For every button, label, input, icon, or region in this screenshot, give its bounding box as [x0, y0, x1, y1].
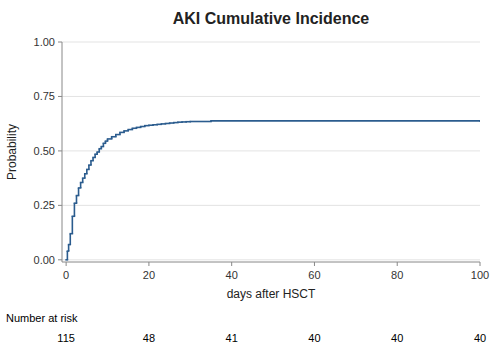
- step-segment: [74, 202, 76, 204]
- risk-value: 41: [226, 332, 238, 344]
- x-tick-label: 100: [471, 269, 489, 281]
- grid-line: [62, 205, 480, 206]
- risk-value: 40: [391, 332, 403, 344]
- y-tick: [58, 96, 62, 97]
- y-tick: [58, 205, 62, 206]
- step-segment: [67, 250, 68, 252]
- y-tick-label: 0.00: [34, 254, 55, 266]
- y-axis: [62, 42, 63, 262]
- y-tick: [58, 42, 62, 43]
- y-tick: [58, 150, 62, 151]
- risk-value: 115: [57, 332, 75, 344]
- step-segment: [70, 233, 72, 235]
- step-segment: [69, 244, 71, 246]
- step-segment: [101, 146, 103, 148]
- y-tick: [58, 259, 62, 260]
- step-segment: [99, 148, 101, 150]
- risk-value: 40: [308, 332, 320, 344]
- step-segment: [211, 120, 480, 122]
- step-segment: [95, 153, 97, 155]
- step-segment: [89, 164, 91, 166]
- y-tick-label: 0.25: [34, 199, 55, 211]
- x-tick: [480, 262, 481, 266]
- step-segment: [112, 136, 116, 138]
- title: AKI Cumulative Incidence: [173, 10, 370, 27]
- plot-area: [66, 121, 480, 260]
- step-segment: [87, 169, 89, 171]
- risk-label: Number at risk: [6, 312, 78, 324]
- x-tick: [148, 262, 149, 266]
- step-segment: [83, 177, 85, 179]
- y-axis-label: Probability: [5, 124, 19, 180]
- step-riser: [67, 121, 480, 260]
- step-segment: [105, 140, 107, 142]
- step-segment: [93, 157, 95, 159]
- grid-line: [62, 42, 480, 43]
- step-segment: [91, 160, 93, 162]
- x-axis-label: days after HSCT: [227, 287, 316, 301]
- x-tick-label: 40: [226, 269, 238, 281]
- x-tick-label: 0: [63, 269, 69, 281]
- x-tick: [231, 262, 232, 266]
- step-segment: [79, 187, 81, 189]
- grid-line: [62, 259, 480, 260]
- y-tick-label: 0.50: [34, 145, 55, 157]
- x-tick: [314, 262, 315, 266]
- grid-line: [62, 96, 480, 97]
- y-tick-label: 0.75: [34, 90, 55, 102]
- x-axis: [62, 262, 480, 263]
- step-segment: [190, 121, 211, 123]
- step-segment: [103, 142, 105, 144]
- y-tick-label: 1.00: [34, 36, 55, 48]
- step-segment: [66, 259, 67, 261]
- x-tick: [397, 262, 398, 266]
- risk-value: 40: [474, 332, 486, 344]
- step-segment: [81, 182, 83, 184]
- chart: AKI Cumulative Incidence 0.00 0.25 0.50 0.75…: [0, 0, 500, 361]
- step-segment: [116, 134, 120, 136]
- x-tick-label: 20: [143, 269, 155, 281]
- x-tick: [66, 262, 67, 266]
- x-tick-label: 80: [391, 269, 403, 281]
- step-segment: [97, 151, 99, 153]
- step-segment: [85, 173, 87, 175]
- step-segment: [108, 138, 112, 140]
- step-segment: [120, 132, 124, 134]
- x-tick-label: 60: [308, 269, 320, 281]
- step-segment: [76, 195, 78, 197]
- step-segment: [72, 215, 74, 217]
- risk-value: 48: [143, 332, 155, 344]
- grid-line: [62, 150, 480, 151]
